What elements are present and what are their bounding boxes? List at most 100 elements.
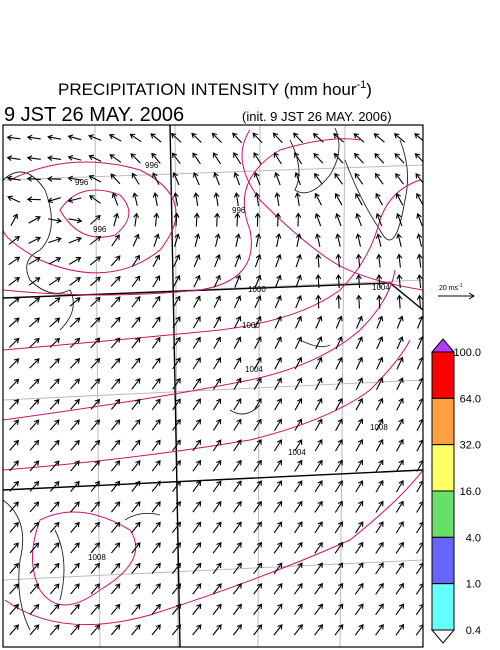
wind-arrow	[131, 378, 141, 390]
wind-arrow	[171, 583, 182, 595]
wind-arrow	[334, 521, 343, 534]
wind-arrow	[273, 603, 283, 616]
wind-arrow	[274, 398, 282, 411]
wind-arrow	[172, 192, 179, 206]
wind-arrow	[110, 337, 121, 349]
wind-arrow	[416, 418, 423, 431]
wind-arrow	[254, 192, 261, 206]
wind-arrow	[151, 418, 161, 431]
wind-arrow	[90, 357, 101, 369]
wind-arrow	[110, 480, 121, 492]
colorbar-label: 100.0	[453, 347, 481, 359]
wind-arrow	[213, 295, 221, 309]
wind-arrow	[171, 624, 182, 636]
wind-arrow	[335, 253, 342, 268]
wind-arrow	[152, 192, 159, 207]
wind-arrow	[29, 317, 40, 328]
wind-arrow	[151, 542, 161, 554]
wind-arrow	[152, 172, 160, 186]
wind-arrow	[233, 152, 242, 165]
wind-arrow	[395, 480, 404, 493]
wind-arrow	[153, 212, 160, 227]
wind-arrow	[90, 460, 100, 472]
wind-arrow	[90, 624, 101, 636]
wind-arrow	[192, 521, 202, 534]
wind-arrow	[396, 233, 402, 247]
wind-arrow	[375, 479, 384, 493]
wind-arrow	[396, 397, 404, 411]
wind-arrow	[131, 398, 141, 410]
wind-arrow	[9, 501, 19, 513]
wind-arrow	[233, 398, 242, 411]
wind-arrow	[70, 419, 80, 431]
wind-arrow	[151, 357, 161, 370]
wind-arrow	[26, 155, 41, 162]
wind-arrow	[274, 336, 282, 350]
wind-arrow	[274, 377, 282, 390]
wind-arrow	[396, 294, 403, 309]
wind-arrow	[395, 500, 404, 513]
wind-arrow	[132, 233, 140, 247]
wind-arrow	[354, 623, 364, 636]
wind-arrow	[193, 192, 200, 206]
wind-arrow	[394, 153, 405, 164]
wind-arrow	[192, 583, 202, 595]
wind-arrow	[254, 253, 262, 268]
wind-arrow	[375, 582, 384, 595]
wind-arrow	[355, 212, 362, 227]
wind-arrow	[396, 438, 404, 452]
wind-arrow	[110, 501, 121, 513]
wind-arrow	[113, 212, 120, 227]
wind-arrow	[314, 212, 322, 227]
wind-arrow	[334, 603, 344, 616]
wind-arrow	[355, 397, 364, 411]
wind-arrow	[8, 317, 20, 328]
wind-arrow	[29, 419, 40, 431]
wind-arrow	[172, 377, 181, 390]
title-text: PRECIPITATION INTENSITY (mm hour	[58, 80, 357, 99]
wind-arrow	[375, 212, 383, 227]
wind-arrow	[375, 233, 382, 247]
wind-arrow	[395, 192, 404, 206]
wind-arrow	[29, 460, 40, 472]
wind-arrow	[48, 236, 62, 244]
wind-arrow	[334, 562, 344, 575]
wind-arrow	[70, 378, 81, 390]
wind-arrow	[172, 500, 181, 513]
wind-arrow	[315, 273, 322, 289]
wind-arrow	[293, 623, 303, 636]
wind-arrow	[193, 295, 201, 308]
wind-arrow	[294, 377, 303, 390]
wind-arrow	[29, 439, 40, 451]
wind-arrow	[373, 133, 385, 143]
wind-arrow	[90, 296, 101, 307]
wind-arrow	[89, 195, 101, 204]
wind-arrow	[355, 253, 362, 268]
wind-arrow	[355, 500, 364, 513]
wind-arrow	[376, 253, 383, 268]
wind-arrow	[90, 542, 101, 554]
wind-arrow	[69, 257, 82, 265]
wind-arrow	[213, 315, 221, 329]
wind-arrow	[274, 315, 282, 329]
wind-arrow	[314, 418, 323, 431]
title-close: )	[366, 80, 372, 99]
wind-arrow	[212, 152, 222, 165]
wind-arrow	[232, 624, 242, 636]
wind-arrow	[272, 132, 283, 144]
wind-arrow	[233, 418, 242, 431]
wind-arrow	[28, 216, 41, 224]
wind-arrow	[49, 562, 60, 574]
wind-arrow	[294, 541, 303, 554]
wind-arrow	[9, 378, 20, 390]
wind-arrow	[26, 134, 41, 141]
wind-arrow	[131, 542, 141, 554]
wind-arrow	[293, 582, 303, 595]
wind-arrow	[171, 521, 182, 534]
wind-arrow	[192, 624, 202, 636]
vector-legend-text: 20 ms	[439, 285, 459, 292]
wind-arrow	[275, 253, 282, 268]
wind-arrow	[273, 562, 283, 575]
wind-arrow	[232, 582, 242, 595]
coastline	[3, 127, 409, 631]
